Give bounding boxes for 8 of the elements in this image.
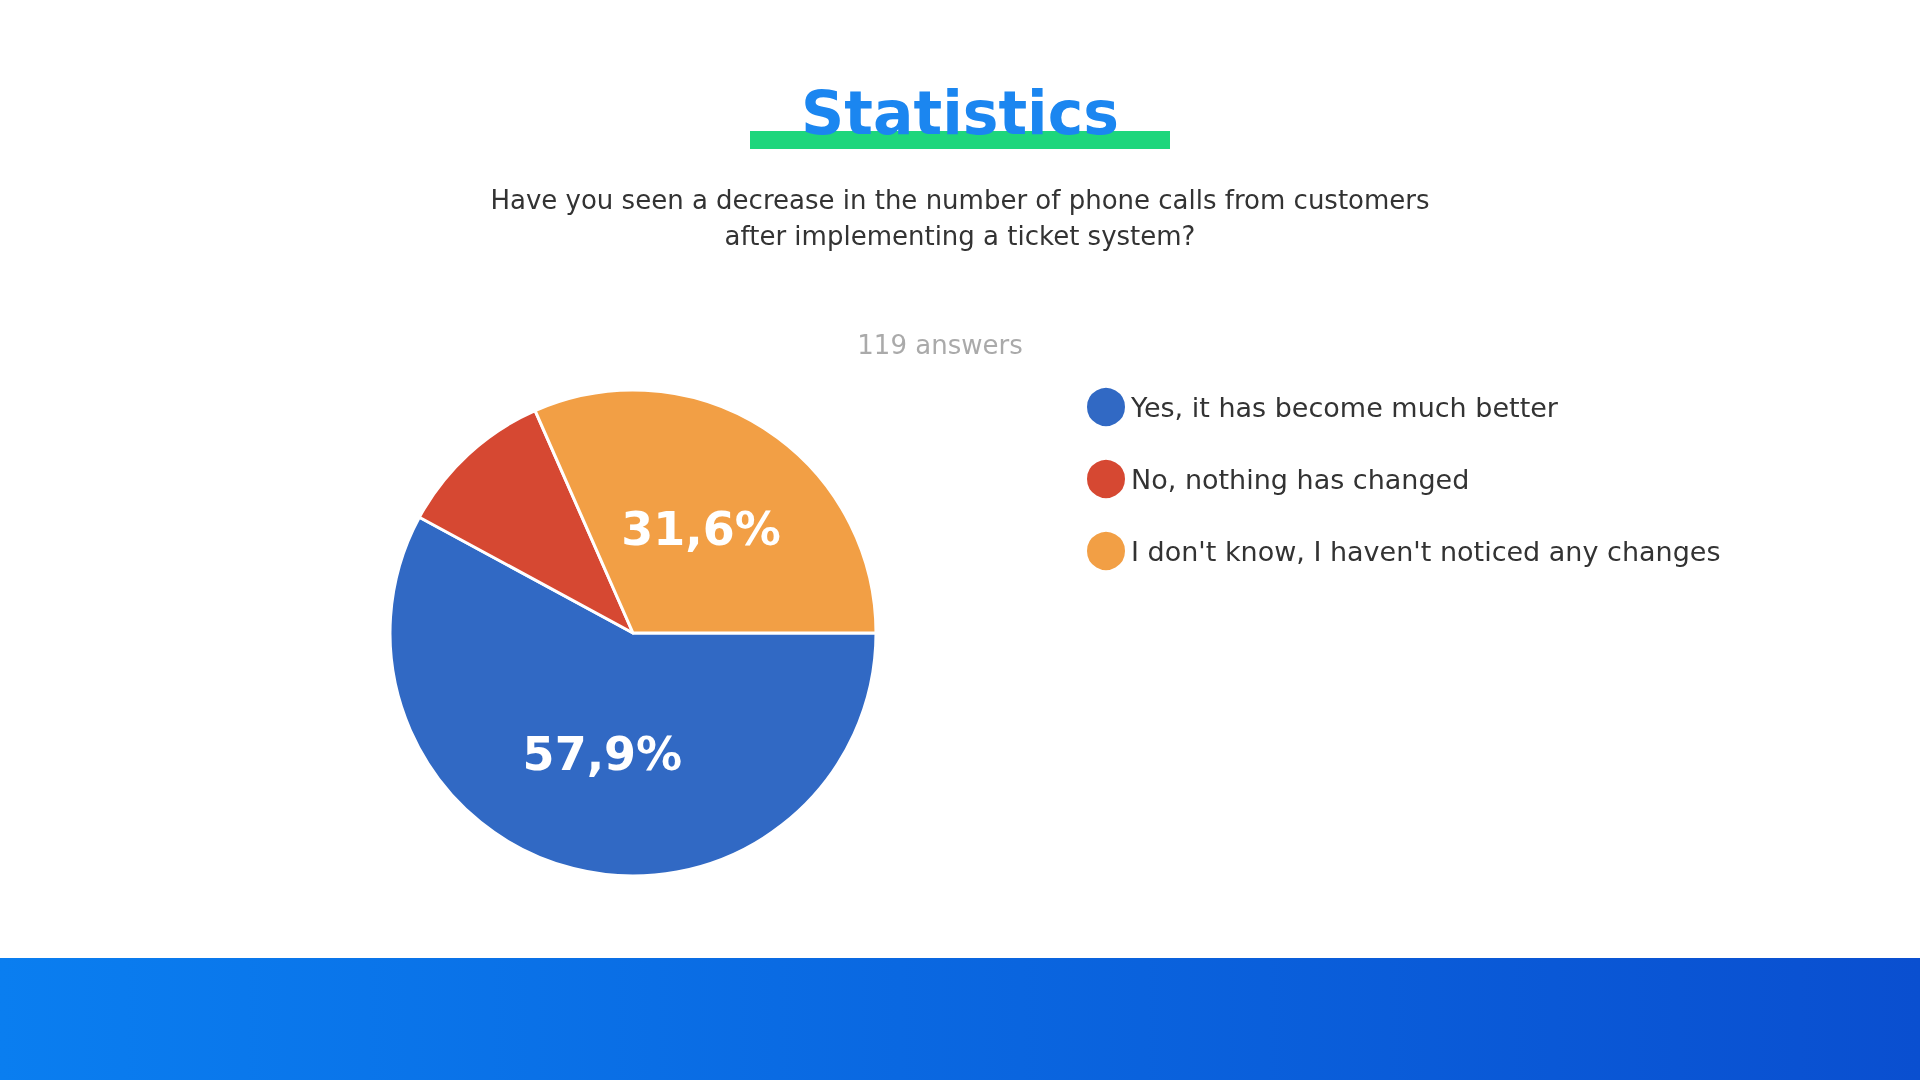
chart-subtitle: Have you seen a decrease in the number of phone calls from customers after implementing a ticket system?	[489, 184, 1431, 253]
legend-label: I don't know, I haven't noticed any changes	[1131, 535, 1721, 567]
data-label: 57,9%	[522, 726, 683, 781]
legend-label: Yes, it has become much better	[1130, 391, 1559, 423]
chart-title: Statistics	[801, 78, 1119, 148]
data-label: 31,6%	[621, 501, 781, 556]
legend-label: No, nothing has changed	[1131, 463, 1470, 495]
text: 119 answers	[856, 330, 1024, 360]
